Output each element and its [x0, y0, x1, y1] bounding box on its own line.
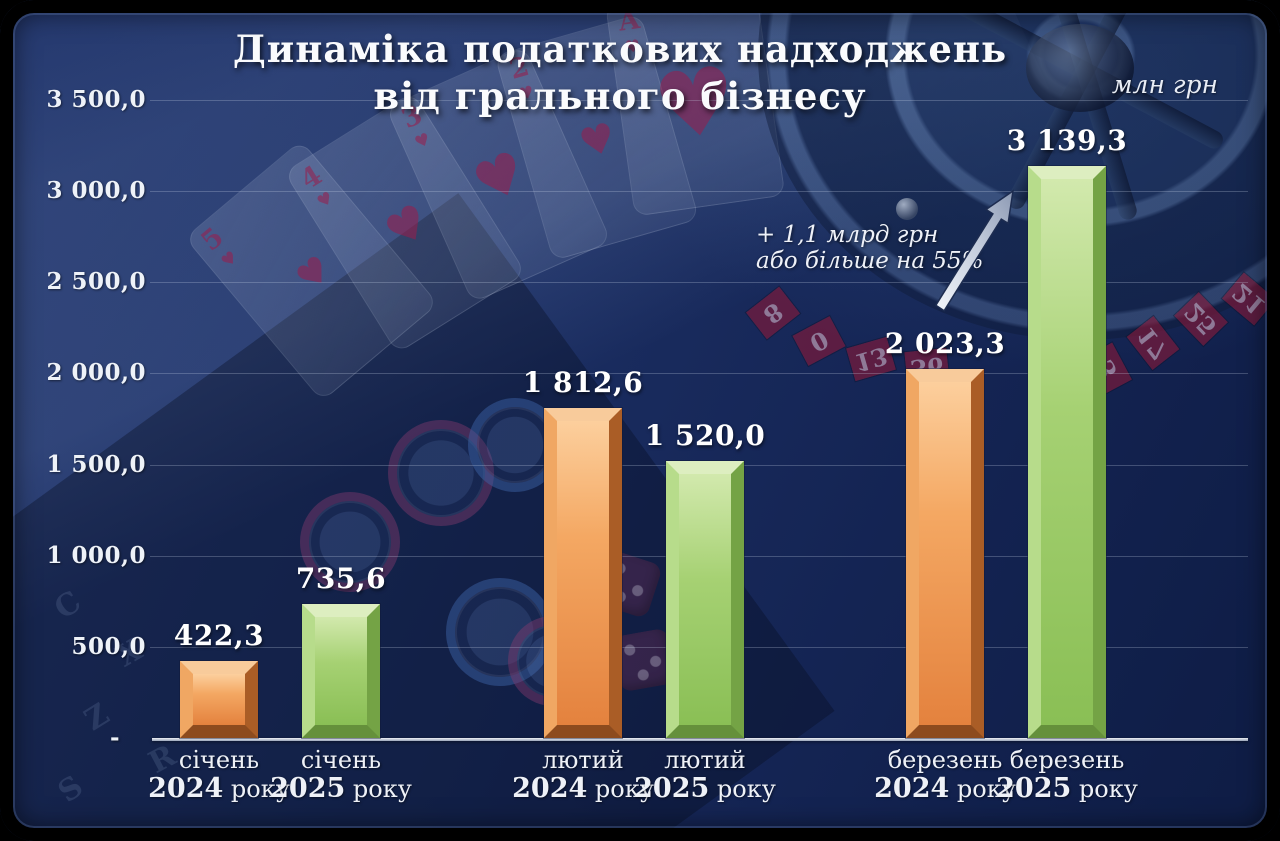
annotation-line2: або більше на 55%	[756, 248, 984, 274]
category-month-label: березень	[1009, 746, 1125, 774]
card-suit-icon: ♥	[411, 129, 434, 154]
gridline	[150, 191, 1248, 193]
poker-chip	[300, 492, 400, 592]
y-axis-tick-label: 2 000,0	[46, 359, 146, 387]
card-suit-icon: ♥	[217, 247, 242, 273]
category-year: 2024	[512, 773, 588, 804]
annotation: + 1,1 млрд грн або більше на 55%	[756, 222, 986, 274]
bar-value-label: 1 520,0	[644, 419, 766, 452]
category-year-label: 2025 року	[634, 773, 776, 804]
growth-arrow-icon	[934, 189, 1015, 312]
category-year: 2025	[270, 773, 346, 804]
y-axis-tick-label: 3 000,0	[46, 177, 146, 205]
x-axis-category-label: лютий 2024 року	[473, 746, 693, 804]
x-axis-category-label: січень 2024 року	[109, 746, 329, 804]
category-year: 2024	[148, 773, 224, 804]
bar-березень-2025	[1028, 166, 1106, 738]
gridline	[150, 100, 1248, 101]
x-axis-category-label: січень 2025 року	[231, 746, 451, 804]
category-month-label: лютий	[664, 746, 746, 774]
category-year-label: 2025 року	[996, 773, 1138, 804]
y-axis-tick-label: 2 500,0	[46, 268, 146, 296]
category-month-label: лютий	[542, 746, 624, 774]
y-axis-tick-label: 500,0	[71, 632, 146, 660]
bar-value-label: 2 023,3	[884, 327, 1006, 360]
category-year-label: 2024 року	[874, 773, 1016, 804]
gridline	[150, 373, 1248, 375]
category-year-label: 2024 року	[148, 773, 290, 804]
category-year-label: 2024 року	[512, 773, 654, 804]
bar-value-label: 422,3	[173, 619, 265, 652]
bar-січень-2025	[302, 604, 380, 738]
card-suit-icon: ♥	[313, 187, 338, 213]
category-year: 2025	[634, 773, 710, 804]
x-axis-category-label: березень 2025 року	[957, 746, 1177, 804]
category-year: 2024	[874, 773, 950, 804]
bar-березень-2024	[906, 369, 984, 738]
category-year-label: 2025 року	[270, 773, 412, 804]
y-axis-tick-label: 1 500,0	[46, 450, 146, 478]
chart-title-line2: від грального бізнесу	[373, 74, 867, 118]
y-axis-tick-label: -	[109, 724, 120, 751]
category-month-label: березень	[887, 746, 1003, 774]
bar-value-label: 735,6	[295, 562, 387, 595]
x-axis-line	[152, 738, 1248, 741]
card-heart-icon: ♥	[574, 114, 622, 169]
chart-title: Динаміка податкових надходжень від граль…	[160, 26, 1080, 120]
y-axis-tick-label: 3 500,0	[46, 86, 146, 113]
annotation-line1: + 1,1 млрд грн	[756, 222, 939, 248]
x-axis-category-label: березень 2024 року	[835, 746, 1055, 804]
card-heart-icon: ♥	[288, 247, 340, 301]
category-month-label: січень	[300, 746, 382, 774]
y-axis-tick-label: 1 000,0	[46, 541, 146, 569]
x-axis-category-label: лютий 2025 року	[595, 746, 815, 804]
chart-title-line1: Динаміка податкових надходжень	[232, 27, 1008, 71]
bar-лютий-2025	[666, 461, 744, 738]
bar-січень-2024	[180, 661, 258, 738]
roulette-ball-image	[896, 198, 918, 220]
bar-лютий-2024	[544, 408, 622, 738]
unit-label: млн грн	[1111, 70, 1218, 99]
bar-value-label: 3 139,3	[1006, 124, 1128, 157]
roulette-hub-image	[1026, 24, 1134, 112]
gridline	[150, 282, 1248, 284]
category-month-label: січень	[178, 746, 260, 774]
bar-value-label: 1 812,6	[522, 366, 644, 399]
category-year: 2025	[996, 773, 1072, 804]
